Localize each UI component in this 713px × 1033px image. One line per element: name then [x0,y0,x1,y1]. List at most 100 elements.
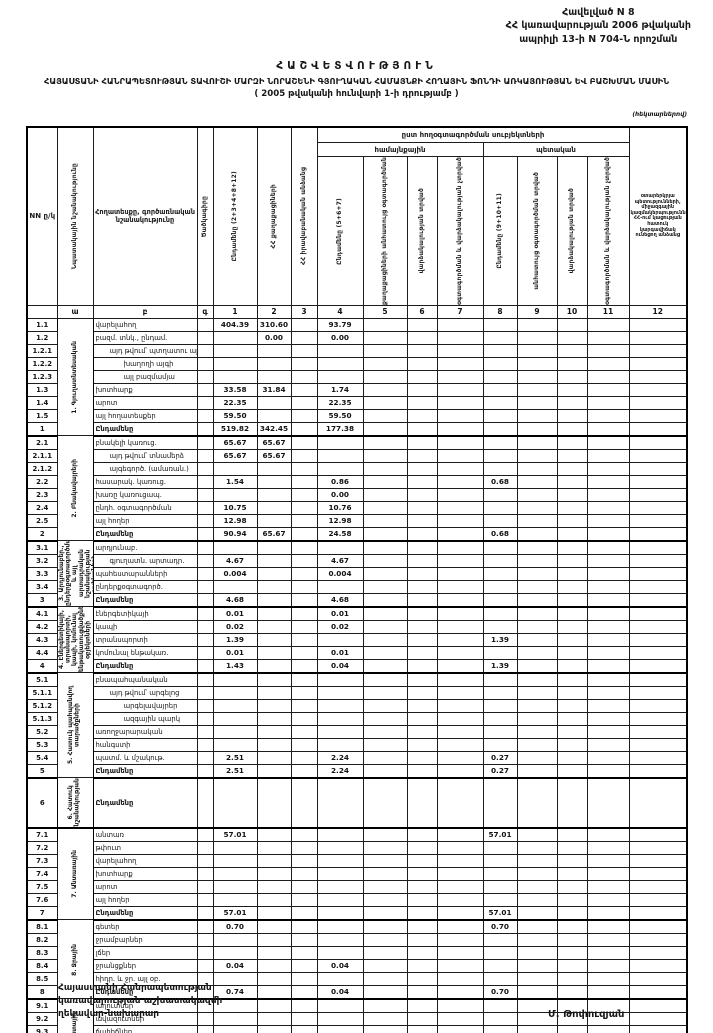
value-cell [436,672,484,687]
value-cell [556,905,588,921]
value-cell [586,984,630,1000]
value-cell [436,932,484,947]
value-cell: 0.004 [316,566,364,581]
value-cell [628,632,688,647]
row-number: 7.6 [26,892,58,907]
value-cell [628,382,688,397]
row-number: 1.3 [26,382,58,397]
col-header-community-citizens-use: քաղաքացիների անհատույց օգտագործման [362,156,408,306]
value-cell [516,737,558,752]
value-cell [482,685,518,700]
value-cell [212,724,258,739]
rotated-header-text: Նպատակային նշանակությունը [70,163,78,270]
value-cell: 2.51 [212,750,258,765]
value-cell [212,840,258,855]
value-cell [628,945,688,960]
value-cell [516,958,558,973]
value-cell [482,737,518,752]
value-cell [436,513,484,528]
table-row: 2.3 խառը կառուցապ. 0.00 [26,487,688,502]
land-balance-table: NN ը/կ Նպատակային նշանակությունը Հողատեսքը… [26,126,688,1033]
value-cell [256,853,292,868]
value-cell [436,892,484,907]
value-cell [556,461,588,476]
value-cell [290,984,318,1000]
value-cell [212,487,258,502]
value-cell [628,658,688,674]
value-cell [586,566,630,581]
value-cell [196,672,214,687]
value-cell [290,1011,318,1026]
value-cell [256,658,292,674]
value-cell [628,540,688,555]
value-cell [628,317,688,332]
value-cell [290,487,318,502]
row-number: 2.5 [26,513,58,528]
value-cell [362,919,408,934]
table-row: 1.2.3 այլ բազմամյա [26,369,688,384]
value-cell [290,672,318,687]
value-cell [196,645,214,660]
value-cell [628,343,688,358]
col-header-state-free-use: անհատույց օգտագործման տրված [516,156,558,306]
value-cell [362,526,408,542]
value-cell [586,513,630,528]
value-cell: 65.67 [256,435,292,450]
value-cell: 22.35 [316,395,364,410]
value-cell [556,866,588,881]
value-cell [556,421,588,437]
value-cell [628,724,688,739]
value-cell [290,513,318,528]
table-row: 5.1.1 այդ թվում՝ արգելոց [26,685,688,700]
report-title-date: ( 2005 թվականի հունվարի 1-ի դրությամբ ) [254,89,459,100]
value-cell [212,932,258,947]
value-cell [586,763,630,779]
value-cell [316,579,364,594]
value-cell [628,958,688,973]
report-title-word: ՀԱՇՎԵՏՎՈՒԹՅՈՒՆ [276,60,437,72]
value-cell [196,919,214,934]
value-cell [482,579,518,594]
value-cell [516,487,558,502]
value-cell [406,421,438,437]
value-cell [196,435,214,450]
value-cell [196,945,214,960]
value-cell [362,853,408,868]
row-number: 4.3 [26,632,58,647]
table-row: 5.4 պատմ. և մշակութ. 2.51 2.24 0.27 [26,750,688,765]
table-row: 4 Ընդամենը 1.43 0.04 1.39 [26,658,688,674]
value-cell [436,330,484,345]
table-row: 4.2 կապի 0.02 0.02 [26,619,688,634]
rotated-header-text: ՀՀ քաղաքացիների [269,184,277,249]
value-cell [290,448,318,463]
value-cell [628,1011,688,1026]
value-cell [196,553,214,568]
value-cell [256,369,292,384]
value-cell [482,698,518,713]
value-cell [290,658,318,674]
row-number: 2.4 [26,500,58,515]
table-row: 5.3 հանգստի [26,737,688,752]
value-cell [586,698,630,713]
value-cell [290,421,318,437]
value-cell [628,500,688,515]
value-cell: 0.00 [316,487,364,502]
value-cell [516,971,558,986]
value-cell [436,500,484,515]
value-cell [436,369,484,384]
value-cell [436,879,484,894]
value-cell [196,592,214,608]
land-type-label: բազմ. տնկ., ընդամ. [92,330,198,345]
value-cell [406,592,438,608]
value-cell [516,395,558,410]
land-type-label: արդյունաբ. [92,540,198,555]
value-cell [516,317,558,332]
table-row: 1.2.1 այդ թվում՝ պտղատու այգի [26,343,688,358]
value-cell [556,763,588,779]
land-type-label: ընդերքօգտագործ. [92,579,198,594]
value-cell [256,685,292,700]
value-cell: 0.00 [316,330,364,345]
value-cell [436,382,484,397]
value-cell [556,919,588,934]
value-cell [556,395,588,410]
